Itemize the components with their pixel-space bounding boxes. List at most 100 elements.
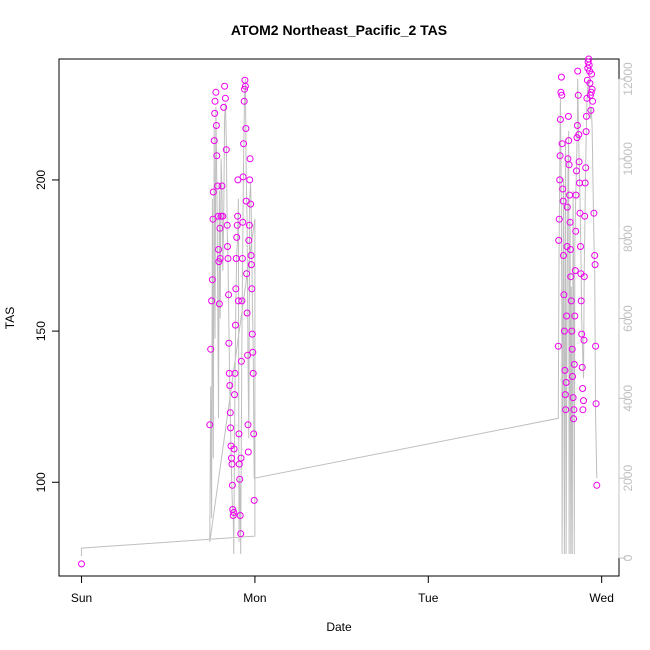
tas-point: [214, 182, 222, 190]
tas-point: [246, 176, 254, 184]
chart-title: ATOM2 Northeast_Pacific_2 TAS: [231, 22, 447, 38]
tas-point: [232, 285, 240, 293]
tas-point: [225, 339, 233, 347]
tas-point: [568, 345, 576, 353]
tas-point: [228, 460, 236, 468]
x-tick-label: Tue: [418, 591, 439, 605]
tas-point: [563, 312, 571, 320]
tas-point: [579, 385, 587, 392]
tas-point: [562, 406, 570, 414]
tas-point: [214, 212, 222, 220]
tas-point: [246, 155, 254, 163]
tas-point: [235, 430, 243, 438]
tas-point: [232, 321, 239, 329]
tas-point: [226, 382, 234, 389]
tas-point: [238, 297, 246, 305]
tas-point: [241, 82, 249, 90]
tas-point: [225, 291, 233, 299]
y-tick-label: 100: [34, 472, 48, 492]
tas-point: [586, 91, 594, 99]
tas-point: [245, 221, 253, 229]
tas-point: [240, 140, 248, 148]
tas-point: [569, 394, 577, 402]
tas-point: [554, 342, 562, 350]
tas-point: [582, 128, 590, 136]
tas-point: [244, 351, 252, 359]
tas-point: [584, 58, 592, 66]
tas-point: [208, 297, 216, 305]
tas-point: [570, 360, 578, 368]
y-tick-label: 150: [34, 321, 48, 341]
tas-point: [591, 261, 599, 269]
tas-point: [249, 369, 257, 377]
tas-point: [593, 481, 601, 489]
tas-point: [247, 261, 255, 269]
tas-point: [558, 140, 566, 148]
tas-point: [556, 176, 564, 184]
tas-point: [582, 112, 590, 120]
tas-point: [208, 276, 216, 284]
tas-point: [574, 67, 582, 75]
tas-point: [555, 236, 563, 244]
y2-tick-label: 10000: [621, 142, 635, 176]
tas-point: [557, 73, 565, 81]
tas-point: [231, 391, 238, 399]
tas-point: [224, 255, 232, 262]
y-tick-label: 200: [34, 170, 48, 190]
tas-point: [560, 252, 567, 259]
tas-point: [575, 131, 583, 139]
tas-point: [580, 397, 587, 405]
tas-point: [587, 88, 595, 96]
tas-point: [563, 203, 571, 211]
tas-point: [581, 212, 589, 220]
tas-point: [566, 218, 574, 226]
tas-point: [215, 246, 222, 253]
tas-point: [223, 221, 231, 229]
tas-point: [224, 243, 231, 250]
tas-point: [561, 391, 569, 399]
tas-point: [243, 309, 251, 317]
tas-point: [248, 285, 256, 293]
tas-point: [241, 85, 248, 93]
tas-point: [229, 512, 237, 519]
tas-point: [207, 345, 215, 353]
tas-point: [233, 221, 241, 229]
tas-point: [237, 530, 245, 538]
tas-point: [567, 246, 574, 253]
tas-point: [564, 112, 572, 120]
tas-point: [215, 300, 223, 308]
tas-point: [231, 369, 239, 377]
tas-point: [580, 273, 588, 281]
tas-point: [591, 252, 599, 259]
tas-point: [243, 270, 251, 278]
tas-point: [227, 424, 235, 432]
tas-point: [211, 109, 219, 117]
tas-point: [572, 227, 580, 235]
tas-point: [586, 79, 594, 87]
tas-point: [565, 161, 573, 169]
tas-point: [218, 182, 226, 190]
plot-frame: [58, 58, 620, 577]
tas-point: [570, 415, 578, 423]
tas-point: [206, 421, 214, 429]
tas-point: [578, 363, 586, 371]
y2-tick-label: 6000: [621, 305, 635, 332]
tas-point: [244, 421, 252, 429]
tas-points: [78, 55, 601, 568]
tas-point: [589, 97, 597, 105]
tas-point: [228, 481, 236, 489]
tas-point: [212, 122, 220, 129]
tas-point: [240, 97, 248, 105]
tas-point: [212, 88, 220, 96]
tas-point: [577, 297, 585, 305]
tas-point: [242, 125, 250, 132]
tas-point: [237, 454, 245, 462]
tas-point: [587, 106, 595, 114]
tas-point: [216, 255, 224, 262]
tas-point: [209, 215, 217, 223]
tas-point: [575, 158, 583, 166]
tas-point: [211, 97, 219, 105]
tas-point: [573, 122, 581, 129]
tas-point: [210, 137, 218, 145]
